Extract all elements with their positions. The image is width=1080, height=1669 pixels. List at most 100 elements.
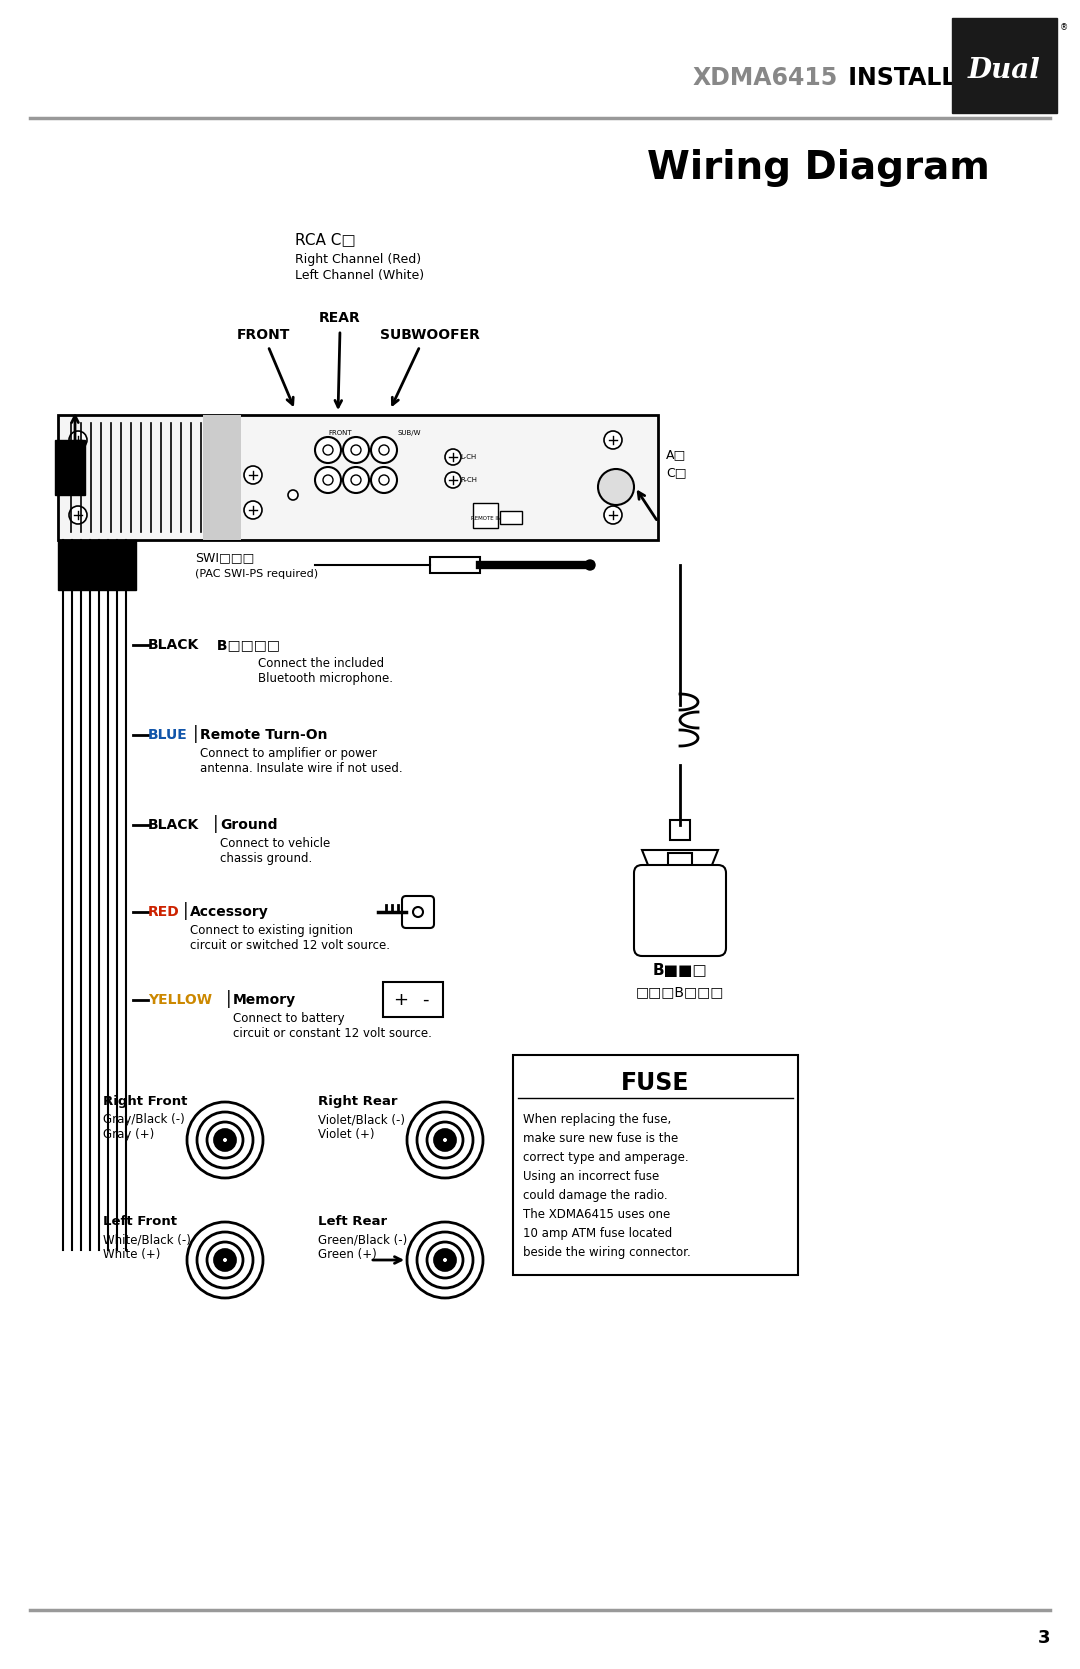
Text: BLACK: BLACK: [148, 818, 199, 833]
Circle shape: [445, 472, 461, 487]
Text: Left Front: Left Front: [103, 1215, 177, 1228]
Circle shape: [379, 446, 389, 456]
Text: 3: 3: [1038, 1629, 1050, 1647]
Circle shape: [323, 446, 333, 456]
Circle shape: [244, 501, 262, 519]
Text: FRONT: FRONT: [328, 431, 352, 436]
Bar: [669, 853, 692, 870]
Text: Ground: Ground: [220, 818, 278, 833]
Bar: [383, 981, 443, 1016]
Text: (PAC SWI-PS required): (PAC SWI-PS required): [195, 569, 319, 579]
Text: antenna. Insulate wire if not used.: antenna. Insulate wire if not used.: [200, 761, 403, 774]
Text: The XDMA6415 uses one: The XDMA6415 uses one: [523, 1208, 671, 1222]
Circle shape: [288, 491, 298, 501]
Text: ®: ®: [1059, 23, 1068, 32]
Bar: [430, 557, 480, 572]
Text: could damage the radio.: could damage the radio.: [523, 1188, 667, 1202]
Text: +: +: [393, 990, 408, 1008]
Text: Left Rear: Left Rear: [318, 1215, 387, 1228]
Text: YELLOW: YELLOW: [148, 993, 212, 1006]
Text: Bluetooth microphone.: Bluetooth microphone.: [258, 671, 393, 684]
Circle shape: [343, 437, 369, 462]
Bar: [500, 511, 522, 524]
Text: B□□□□: B□□□□: [212, 638, 280, 653]
Circle shape: [244, 466, 262, 484]
Text: Connect to amplifier or power: Connect to amplifier or power: [200, 746, 377, 759]
Text: Violet/Black (-): Violet/Black (-): [318, 1113, 405, 1127]
Text: REAR: REAR: [319, 310, 361, 325]
Bar: [58, 416, 658, 541]
Text: When replacing the fuse,: When replacing the fuse,: [523, 1113, 672, 1127]
Text: Remote Turn-On: Remote Turn-On: [200, 728, 327, 743]
Circle shape: [351, 446, 361, 456]
Circle shape: [69, 431, 87, 449]
FancyBboxPatch shape: [402, 896, 434, 928]
Text: R-CH: R-CH: [460, 477, 477, 482]
Text: Violet (+): Violet (+): [318, 1128, 375, 1142]
Circle shape: [372, 467, 397, 492]
Text: White (+): White (+): [103, 1248, 160, 1262]
Text: Connect to battery: Connect to battery: [233, 1011, 345, 1025]
Text: BLACK: BLACK: [148, 638, 199, 653]
Circle shape: [585, 561, 595, 571]
Text: Dual: Dual: [968, 57, 1041, 83]
Bar: [473, 502, 498, 527]
Circle shape: [351, 476, 361, 486]
Text: Connect the included: Connect the included: [258, 656, 384, 669]
Text: circuit or switched 12 volt source.: circuit or switched 12 volt source.: [190, 938, 390, 951]
Text: |: |: [193, 724, 199, 743]
Circle shape: [315, 467, 341, 492]
Text: 10 amp ATM fuse located: 10 amp ATM fuse located: [523, 1227, 672, 1240]
Bar: [58, 541, 136, 591]
Circle shape: [379, 476, 389, 486]
Text: Gray/Black (-): Gray/Black (-): [103, 1113, 185, 1127]
Circle shape: [445, 449, 461, 466]
Text: |: |: [183, 901, 189, 920]
Text: |: |: [226, 990, 231, 1008]
Text: |: |: [213, 814, 218, 833]
FancyBboxPatch shape: [634, 865, 726, 956]
Text: chassis ground.: chassis ground.: [220, 851, 312, 865]
Text: SUBWOOFER: SUBWOOFER: [380, 329, 480, 342]
Text: Green/Black (-): Green/Black (-): [318, 1233, 407, 1247]
Text: □□□B□□□: □□□B□□□: [636, 985, 725, 1000]
Bar: [55, 441, 85, 496]
Text: Right Channel (Red): Right Channel (Red): [295, 254, 421, 267]
Circle shape: [323, 476, 333, 486]
Circle shape: [343, 467, 369, 492]
Text: Right Rear: Right Rear: [318, 1095, 397, 1108]
Circle shape: [598, 469, 634, 506]
Text: Wiring Diagram: Wiring Diagram: [647, 149, 990, 187]
Text: Connect to existing ignition: Connect to existing ignition: [190, 923, 353, 936]
Polygon shape: [642, 850, 718, 875]
Text: make sure new fuse is the: make sure new fuse is the: [523, 1132, 678, 1145]
Text: L-CH: L-CH: [460, 454, 476, 461]
Bar: [203, 416, 241, 541]
Text: RCA C□: RCA C□: [295, 232, 355, 247]
Text: INSTALLATION: INSTALLATION: [840, 67, 1038, 90]
Text: Using an incorrect fuse: Using an incorrect fuse: [523, 1170, 659, 1183]
Text: RED: RED: [148, 905, 179, 920]
Text: SWI□□□: SWI□□□: [195, 551, 254, 564]
Text: Right Front: Right Front: [103, 1095, 187, 1108]
Text: Gray (+): Gray (+): [103, 1128, 154, 1142]
Text: FRONT: FRONT: [237, 329, 289, 342]
Text: beside the wiring connector.: beside the wiring connector.: [523, 1247, 691, 1258]
Text: Accessory: Accessory: [190, 905, 269, 920]
Bar: [670, 819, 690, 840]
Bar: [513, 1055, 798, 1275]
Text: Connect to vehicle: Connect to vehicle: [220, 836, 330, 850]
Circle shape: [604, 431, 622, 449]
Text: C□: C□: [666, 467, 687, 479]
Text: SUB/W: SUB/W: [399, 431, 421, 436]
Text: BLUE: BLUE: [148, 728, 188, 743]
Text: REMOTE IN: REMOTE IN: [471, 516, 501, 521]
Circle shape: [372, 437, 397, 462]
Text: Green (+): Green (+): [318, 1248, 377, 1262]
Circle shape: [69, 506, 87, 524]
Text: XDMA6415: XDMA6415: [692, 67, 838, 90]
Circle shape: [413, 906, 423, 916]
Text: FUSE: FUSE: [621, 1071, 690, 1095]
Text: correct type and amperage.: correct type and amperage.: [523, 1152, 689, 1163]
Circle shape: [315, 437, 341, 462]
